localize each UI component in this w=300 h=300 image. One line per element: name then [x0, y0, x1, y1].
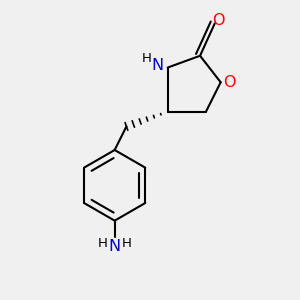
Text: H: H: [142, 52, 152, 65]
Text: H: H: [122, 237, 132, 250]
Text: N: N: [151, 58, 164, 73]
Text: H: H: [98, 237, 107, 250]
Text: N: N: [109, 239, 121, 254]
Text: O: O: [223, 75, 236, 90]
Text: O: O: [212, 13, 225, 28]
